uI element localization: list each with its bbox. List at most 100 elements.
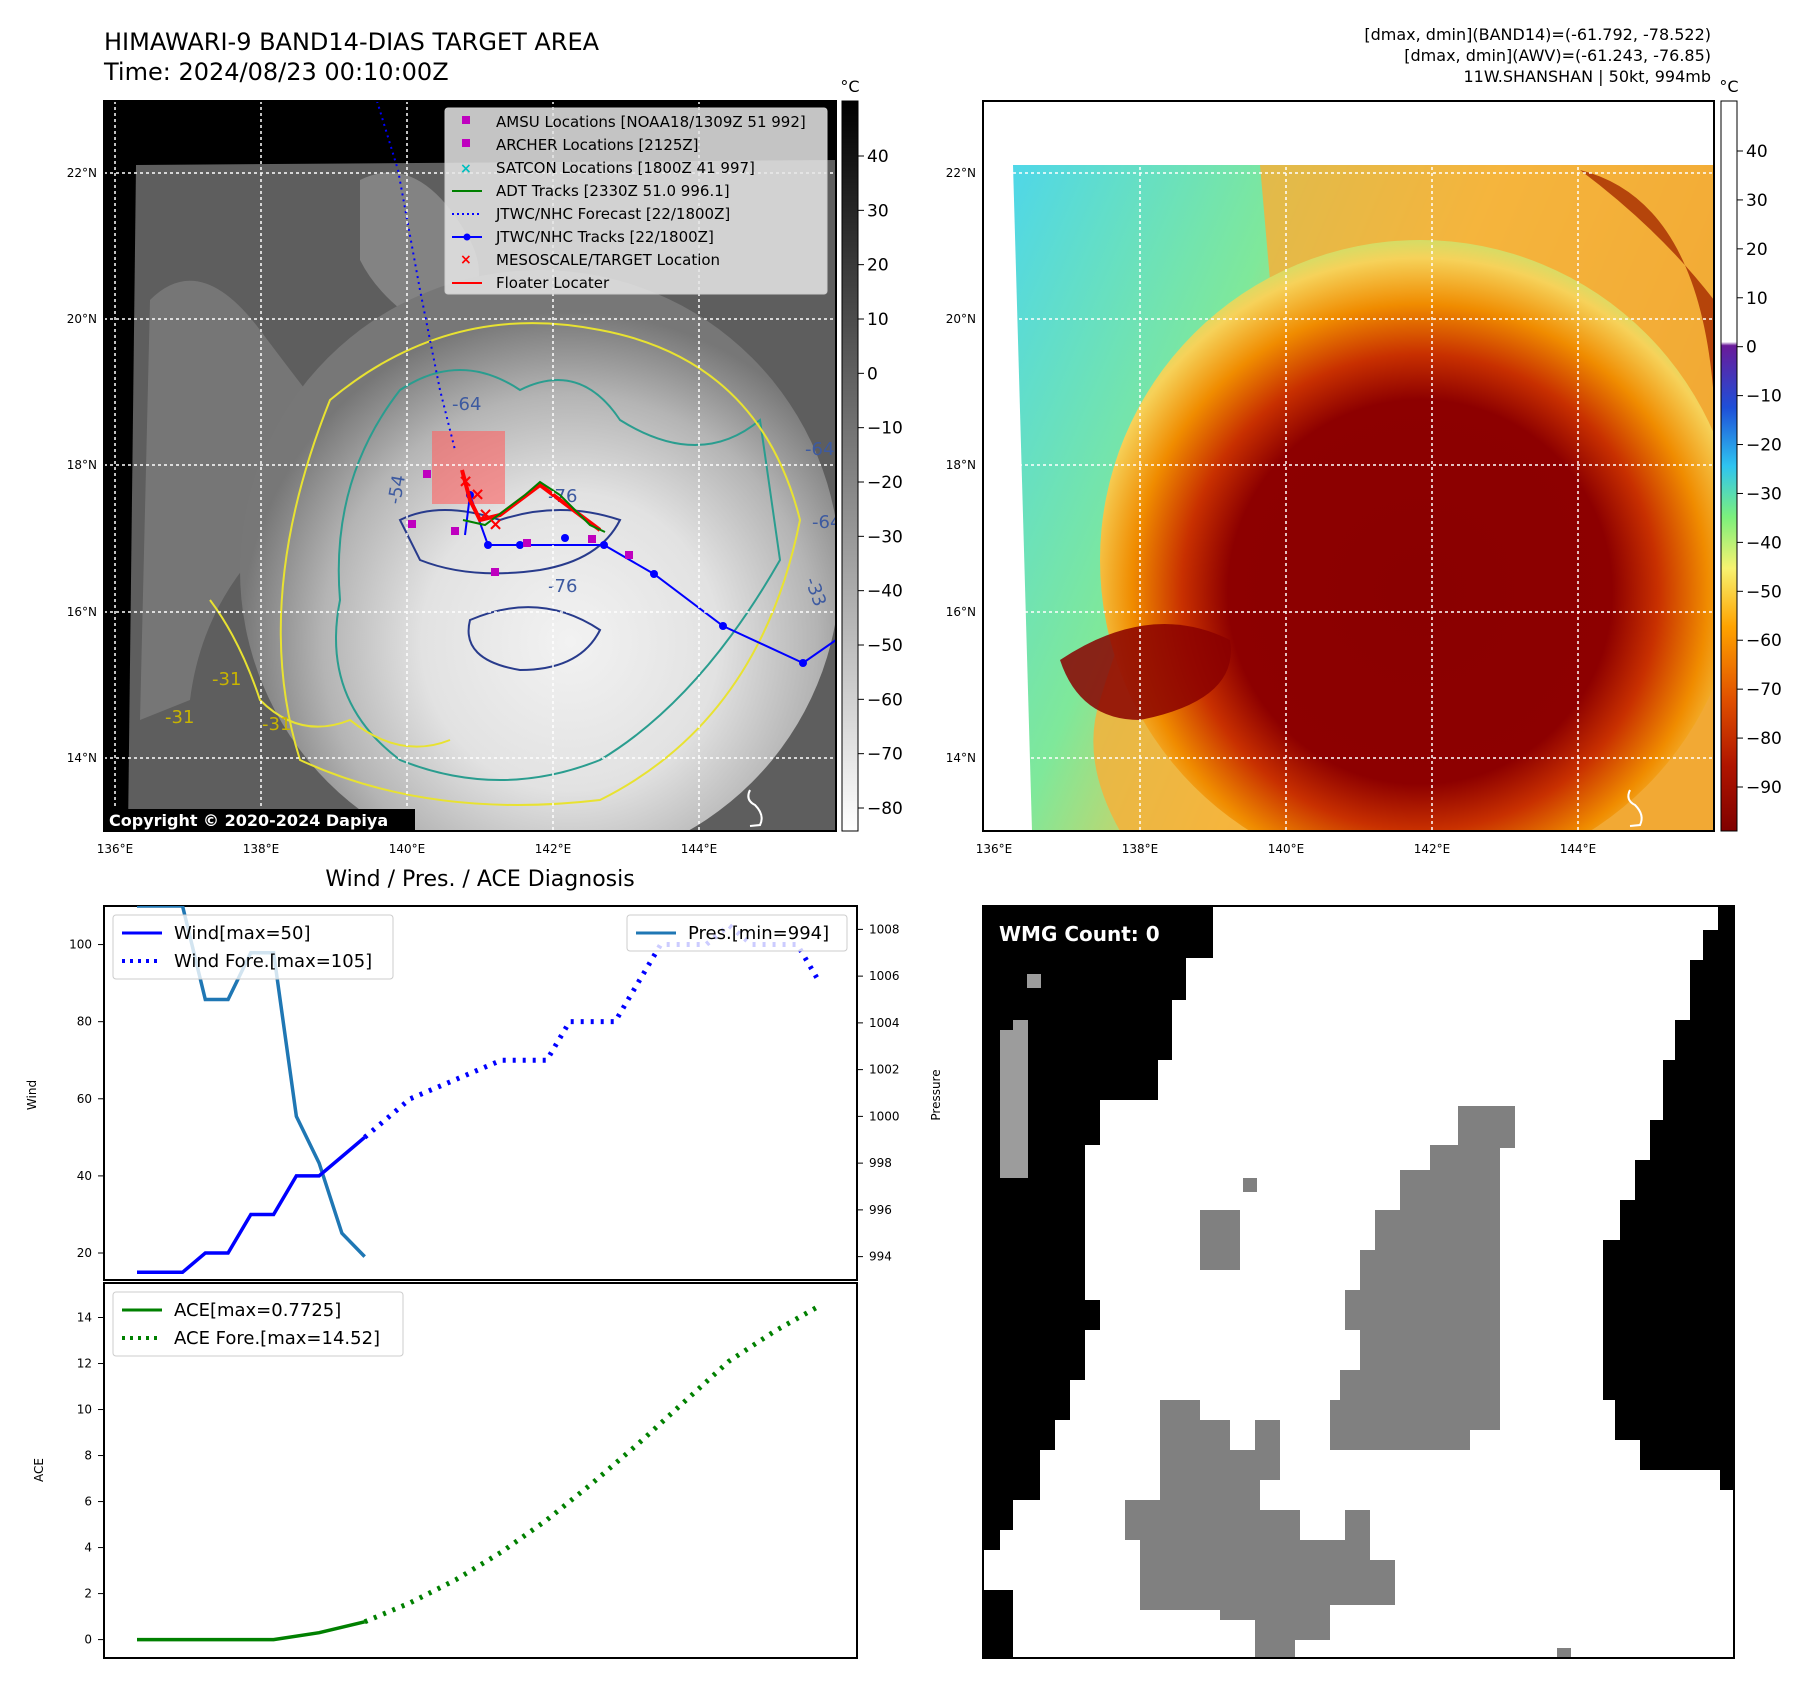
- colorbar-tick-label: −80: [867, 799, 903, 819]
- colorbar-tick-label: −70: [1746, 680, 1782, 700]
- contour-label: -64: [805, 439, 834, 460]
- colorbar-tick-label: −60: [1746, 631, 1782, 651]
- wind-legend-label: Wind[max=50]: [174, 923, 311, 944]
- wmg-black-region-southwest: [983, 1590, 1013, 1658]
- lon-tick-label: 136°E: [97, 842, 134, 856]
- lon-tick-label: 140°E: [389, 842, 426, 856]
- axis-tick-label: 1004: [869, 1016, 900, 1030]
- lat-tick-label: 14°N: [946, 751, 976, 765]
- lat-tick-label: 14°N: [67, 751, 97, 765]
- wmg-black-region-west: [983, 906, 1213, 1550]
- band14-range: [dmax, dmin](BAND14)=(-61.792, -78.522): [1364, 25, 1711, 44]
- ace-line: [137, 1620, 366, 1642]
- ir-lat-labels: 22°N 20°N 18°N 16°N 14°N: [67, 166, 97, 765]
- wmg-gray-pixel: [1557, 1648, 1571, 1658]
- ace-axis-label: ACE: [32, 1458, 46, 1482]
- contour-label: -76: [548, 576, 577, 597]
- jtwc-track-points: [466, 491, 807, 667]
- awv-colorbar-ticks: 40 30 20 10 0 −10 −20 −30 −40 −50 −60 −70 −80 −90: [1737, 142, 1782, 798]
- legend-label: ARCHER Locations [2125Z]: [496, 136, 699, 154]
- red-x-icon: ×: [460, 252, 472, 268]
- lat-tick-label: 20°N: [946, 312, 976, 326]
- axis-tick-label: 1002: [869, 1063, 900, 1077]
- pressure-axis-ticks: 994 996 998 1000 1002 1004 1006 1008: [857, 922, 900, 1264]
- axis-tick-label: 80: [77, 1015, 92, 1029]
- axis-tick-label: 0: [84, 1633, 92, 1647]
- axis-tick-label: 996: [869, 1203, 892, 1217]
- colorbar-tick-label: 40: [867, 147, 889, 167]
- wmg-count-label: WMG Count: 0: [999, 922, 1160, 946]
- amsu-archer-markers: [408, 470, 633, 576]
- diagnosis-chart-title: Wind / Pres. / ACE Diagnosis: [325, 867, 634, 892]
- colorbar-tick-label: −10: [867, 419, 903, 439]
- awv-cold-band: [1060, 624, 1231, 720]
- awv-lat-labels: 22°N 20°N 18°N 16°N 14°N: [946, 166, 976, 765]
- lon-tick-label: 140°E: [1268, 842, 1305, 856]
- wind-forecast-legend-label: Wind Fore.[max=105]: [174, 951, 372, 972]
- colorbar-tick-label: −40: [867, 582, 903, 602]
- ir-cloud-band: [140, 280, 330, 720]
- storm-info: 11W.SHANSHAN | 50kt, 994mb: [1463, 67, 1711, 86]
- figure-header: HIMAWARI-9 BAND14-DIAS TARGET AREA Time:…: [103, 25, 1711, 86]
- svg-text:×: ×: [478, 504, 493, 525]
- blue-dot-icon: [463, 233, 471, 241]
- legend-label: ADT Tracks [2330Z 51.0 996.1]: [496, 182, 730, 200]
- legend-label: JTWC/NHC Tracks [22/1800Z]: [495, 228, 714, 246]
- colorbar-tick-label: 10: [867, 310, 889, 330]
- ace-axis-ticks: 0 2 4 6 8 10 12 14: [77, 1311, 104, 1647]
- ir-colorbar-ticks: 40 30 20 10 0 −10 −20 −30 −40 −50 −60 −70 −80: [858, 147, 903, 819]
- colorbar-tick-label: 40: [1746, 142, 1768, 162]
- lon-tick-label: 144°E: [681, 842, 718, 856]
- colorbar-tick-label: 0: [1746, 338, 1757, 358]
- pressure-legend-label: Pres.[min=994]: [688, 923, 829, 944]
- colorbar-tick-label: 30: [1746, 191, 1768, 211]
- pressure-legend-box: [626, 914, 848, 952]
- svg-text:×: ×: [458, 471, 473, 492]
- contour-label: -31: [262, 714, 291, 735]
- wind-forecast-line: [363, 922, 823, 1140]
- awv-northeast-band: [1580, 170, 1714, 400]
- awv-colorbar-unit: °C: [1719, 77, 1738, 96]
- ir-contour-labels: -64 -54 -76 -76 -64 -31 -31 -31 -64 -33: [165, 394, 836, 735]
- pressure-axis-label: Pressure: [929, 1069, 943, 1120]
- island-outline: [747, 789, 763, 827]
- awv-storm-core: [1100, 240, 1714, 831]
- colorbar-tick-label: −30: [1746, 484, 1782, 504]
- lon-tick-label: 136°E: [976, 842, 1013, 856]
- contour-label: -54: [384, 473, 410, 506]
- wmg-gray-pixel: [1027, 974, 1041, 988]
- wmg-gray-region-south: [1125, 1400, 1395, 1658]
- colorbar-tick-label: 20: [867, 256, 889, 276]
- axis-tick-label: 994: [869, 1250, 892, 1264]
- wind-axis-label: Wind: [25, 1080, 39, 1110]
- figure-time: Time: 2024/08/23 00:10:00Z: [103, 58, 449, 86]
- wind-axis-ticks: 20 40 60 80 100: [69, 938, 104, 1260]
- awv-gridlines: [983, 101, 1714, 831]
- figure-title: HIMAWARI-9 BAND14-DIAS TARGET AREA: [104, 28, 600, 56]
- ir-lon-labels: 136°E 138°E 140°E 142°E 144°E: [97, 842, 718, 856]
- contour-label: -31: [212, 669, 241, 690]
- adt-track: [462, 480, 606, 533]
- wind-line: [137, 1136, 366, 1275]
- ir-contour-navy-2: [467, 606, 602, 672]
- colorbar-tick-label: −20: [867, 473, 903, 493]
- colorbar-tick-label: −30: [867, 527, 903, 547]
- magenta-square-icon: [462, 116, 470, 124]
- axis-tick-label: 8: [84, 1449, 92, 1463]
- legend-box: [444, 107, 828, 295]
- legend-label: AMSU Locations [NOAA18/1309Z 51 992]: [496, 113, 806, 131]
- colorbar-tick-label: 10: [1746, 289, 1768, 309]
- magenta-square-icon: [462, 139, 470, 147]
- wmg-gray-patch-center: [1200, 1210, 1240, 1270]
- wmg-mask-panel: WMG Count: 0: [982, 905, 1735, 1659]
- colorbar-tick-label: −40: [1746, 533, 1782, 553]
- copyright-box: [105, 809, 415, 831]
- axis-tick-label: 1000: [869, 1109, 900, 1123]
- colorbar-tick-label: −10: [1746, 387, 1782, 407]
- awv-colorbar: [1720, 100, 1738, 832]
- awv-range: [dmax, dmin](AWV)=(-61.243, -76.85): [1404, 46, 1711, 65]
- ir-contour-navy: [398, 509, 622, 575]
- lon-tick-label: 142°E: [1414, 842, 1451, 856]
- axis-tick-label: 40: [77, 1169, 92, 1183]
